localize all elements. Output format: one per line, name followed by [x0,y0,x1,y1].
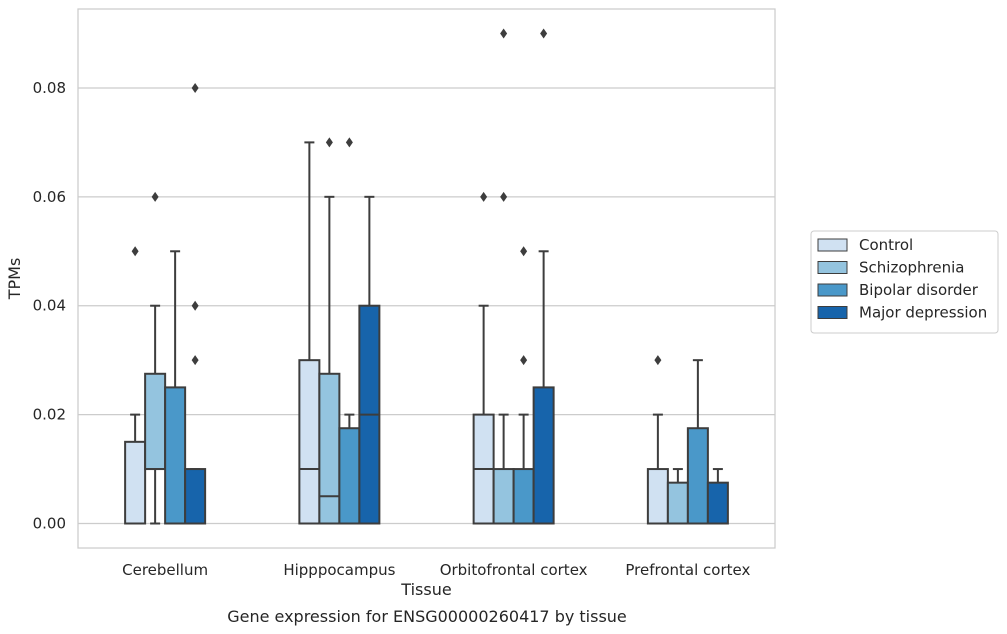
box-body [706,481,729,525]
box-body [492,468,515,525]
box-group [492,28,515,525]
box-body [184,468,207,525]
outlier-point [500,191,508,202]
box-body [298,359,321,525]
box-body [318,372,341,525]
box-group [184,82,207,525]
outlier-point [191,300,199,311]
box-body [512,468,535,525]
box-group [512,246,535,525]
legend-label: Control [859,236,913,254]
box-body [124,440,147,525]
box-group [472,191,495,525]
box-body [686,427,709,525]
x-tick-labels: Cerebellum Hipppocampus Orbitofrontal cort… [122,561,750,579]
box-group [338,137,361,525]
chart-caption: Gene expression for ENSG00000260417 by t… [227,607,627,626]
plot-frame [77,8,776,549]
outlier-point [191,355,199,366]
outlier-point [654,355,662,366]
outlier-point [480,191,488,202]
x-axis-label: Tissue [400,580,451,599]
box-body [164,386,187,525]
outlier-point [345,137,353,148]
box-body [646,468,669,525]
outlier-point [151,191,159,202]
y-tick-label: 0.02 [33,406,66,424]
box-body [338,427,361,525]
x-tick-label: Prefrontal cortex [625,561,750,579]
box-series [124,28,729,525]
legend-label: Schizophrenia [859,259,964,277]
outlier-point [520,246,528,257]
x-tick-label: Cerebellum [122,561,208,579]
box-group [318,137,341,525]
box-group [532,28,555,525]
box-group [298,141,321,525]
outlier-point [500,28,508,39]
legend: Control Schizophrenia Bipolar disorder Majo… [810,230,999,334]
legend-swatch [817,261,848,274]
box-body [532,386,555,525]
y-tick-label: 0.04 [33,297,66,315]
y-tick-label: 0.00 [33,515,66,533]
outlier-point [131,246,139,257]
legend-swatch [817,238,848,252]
box-group [164,250,187,525]
legend-label: Bipolar disorder [859,281,979,299]
legend-label: Major depression [859,304,987,322]
x-tick-label: Hipppocampus [283,561,395,579]
x-tick-label: Orbitofrontal cortex [440,561,588,579]
box-body [666,481,689,525]
box-group [666,468,689,525]
outlier-point [191,82,199,93]
outlier-point [520,355,528,366]
legend-frame [810,230,999,334]
legend-swatch [817,283,848,297]
box-group [646,355,669,525]
box-group [706,468,729,525]
legend-swatch [817,306,848,319]
outlier-point [540,28,548,39]
box-group [124,246,147,525]
box-group [358,195,381,525]
y-tick-label: 0.06 [33,188,66,206]
outlier-point [325,137,333,148]
box-group [144,191,167,525]
box-body [144,372,167,471]
y-tick-label: 0.08 [33,79,66,97]
box-group [686,359,709,525]
y-tick-labels: 0.00 0.02 0.04 0.06 0.08 [33,79,66,533]
y-axis-label: TPMs [5,258,24,301]
